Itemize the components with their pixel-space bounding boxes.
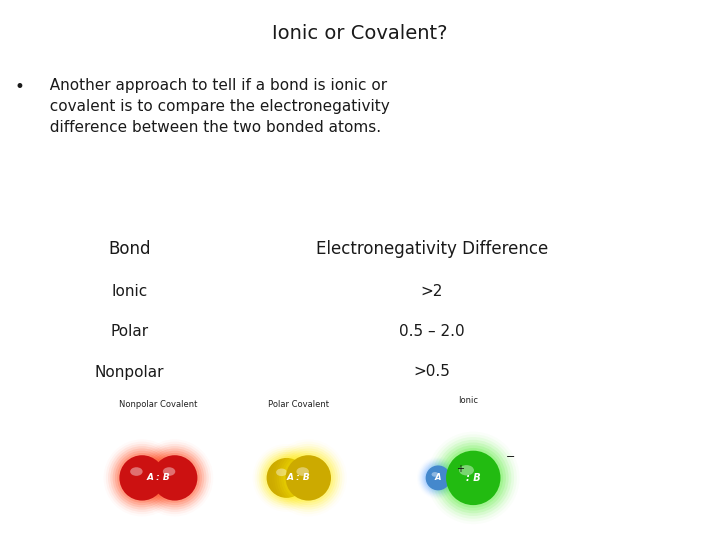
Ellipse shape: [420, 461, 456, 495]
Text: +: +: [456, 464, 464, 474]
Ellipse shape: [276, 469, 287, 476]
Ellipse shape: [143, 446, 207, 510]
Ellipse shape: [431, 472, 438, 477]
Ellipse shape: [274, 444, 342, 512]
Text: Ionic or Covalent?: Ionic or Covalent?: [272, 24, 448, 43]
Text: A: A: [435, 474, 441, 482]
Ellipse shape: [264, 456, 308, 500]
Ellipse shape: [424, 464, 452, 491]
Ellipse shape: [281, 451, 336, 505]
Ellipse shape: [444, 448, 503, 508]
Ellipse shape: [441, 446, 506, 510]
Ellipse shape: [110, 446, 174, 510]
Ellipse shape: [263, 454, 310, 502]
Ellipse shape: [446, 451, 500, 505]
Text: Polar: Polar: [111, 324, 148, 339]
Ellipse shape: [112, 448, 171, 508]
Ellipse shape: [266, 458, 307, 498]
Ellipse shape: [148, 451, 202, 505]
Ellipse shape: [279, 448, 338, 508]
Ellipse shape: [163, 467, 175, 476]
Ellipse shape: [261, 452, 312, 504]
Ellipse shape: [284, 453, 333, 503]
Ellipse shape: [115, 451, 169, 505]
Ellipse shape: [433, 437, 514, 519]
Ellipse shape: [422, 462, 454, 494]
Text: Ionic: Ionic: [112, 284, 148, 299]
Ellipse shape: [426, 465, 451, 490]
Text: A : B: A : B: [147, 474, 170, 482]
Ellipse shape: [297, 467, 309, 476]
Ellipse shape: [140, 444, 209, 512]
Ellipse shape: [420, 459, 456, 497]
Ellipse shape: [459, 465, 474, 475]
Text: Bond: Bond: [108, 240, 151, 258]
Ellipse shape: [152, 455, 197, 501]
Text: 0.5 – 2.0: 0.5 – 2.0: [399, 324, 465, 339]
Ellipse shape: [130, 467, 143, 476]
Ellipse shape: [276, 446, 340, 510]
Ellipse shape: [108, 444, 176, 512]
Text: A : B: A : B: [287, 474, 310, 482]
Ellipse shape: [258, 450, 315, 506]
Ellipse shape: [256, 448, 317, 508]
Text: : B: : B: [466, 473, 480, 483]
Text: Polar Covalent: Polar Covalent: [269, 400, 329, 409]
Text: Nonpolar: Nonpolar: [95, 364, 164, 380]
Ellipse shape: [435, 440, 511, 516]
Text: Ionic: Ionic: [458, 396, 478, 405]
Text: •: •: [14, 78, 24, 96]
Text: Another approach to tell if a bond is ionic or
  covalent is to compare the elec: Another approach to tell if a bond is io…: [40, 78, 390, 136]
Text: Electronegativity Difference: Electronegativity Difference: [316, 240, 548, 258]
Ellipse shape: [286, 455, 331, 501]
Text: >2: >2: [420, 284, 444, 299]
Text: −: −: [505, 453, 515, 462]
Ellipse shape: [145, 448, 204, 508]
Ellipse shape: [120, 455, 165, 501]
Ellipse shape: [423, 463, 453, 493]
Text: >0.5: >0.5: [413, 364, 451, 380]
Ellipse shape: [117, 453, 167, 503]
Ellipse shape: [438, 442, 508, 514]
Text: Nonpolar Covalent: Nonpolar Covalent: [120, 400, 197, 409]
Ellipse shape: [150, 453, 199, 503]
